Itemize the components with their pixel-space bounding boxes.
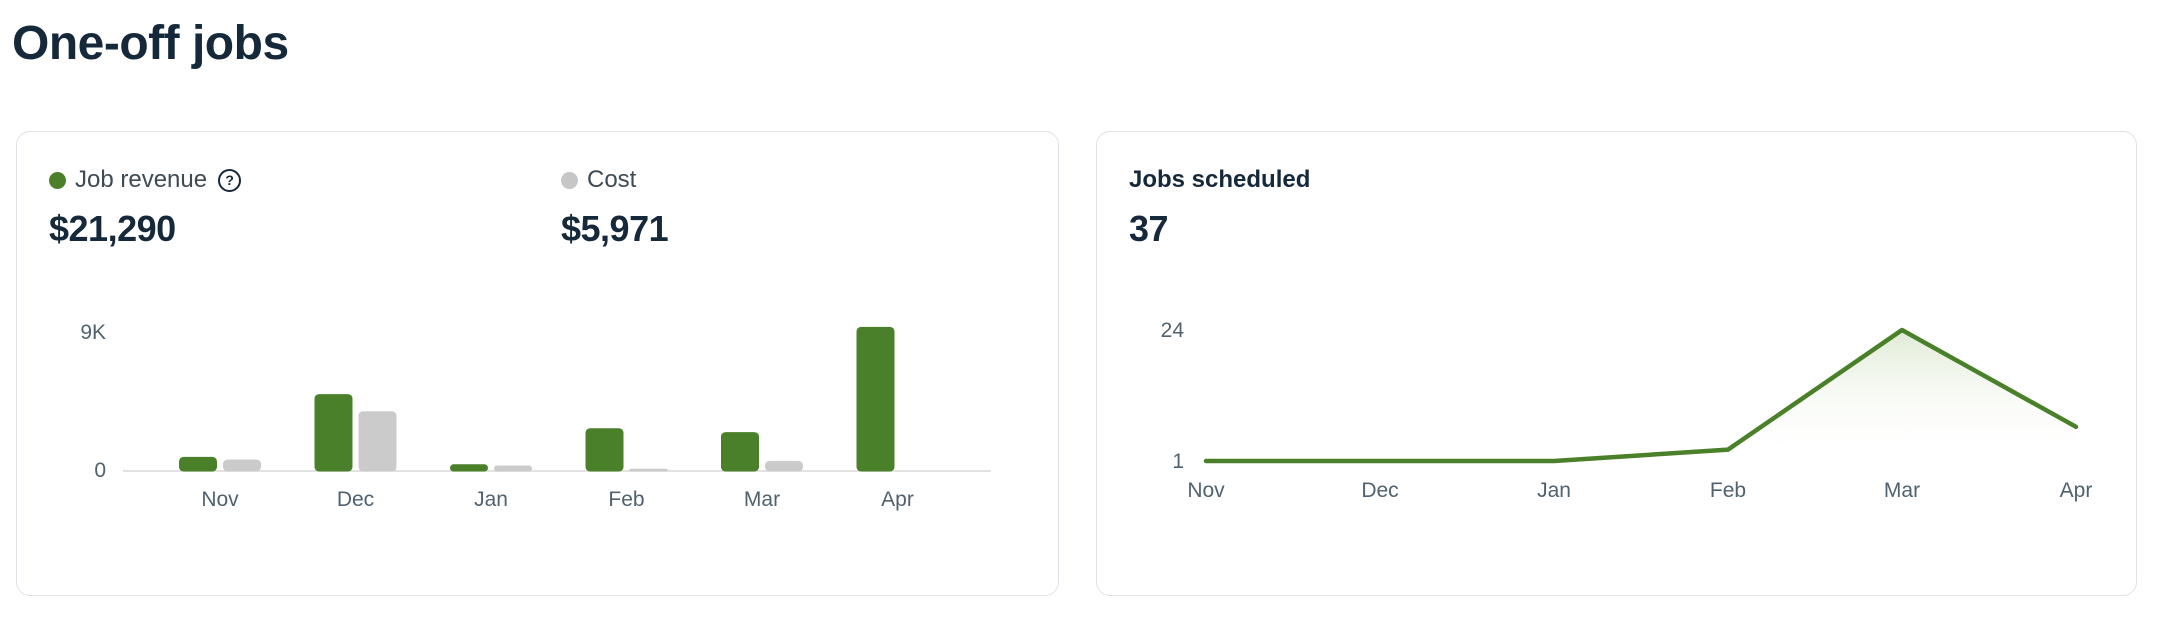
svg-text:Feb: Feb	[608, 488, 644, 511]
cost-value: $5,971	[561, 208, 669, 249]
svg-text:Feb: Feb	[1710, 479, 1746, 502]
help-icon[interactable]: ?	[218, 168, 242, 192]
page-title: One-off jobs	[12, 17, 289, 70]
jobs-scheduled-title: Jobs scheduled	[1129, 166, 1311, 193]
svg-text:24: 24	[1161, 319, 1185, 342]
legend-item-job-revenue: Job revenue ? $21,290	[49, 166, 561, 250]
dashboard-cards: Job revenue ? $21,290 Cost $5,971 0 9K Nov…	[16, 131, 2142, 596]
svg-text:Nov: Nov	[1187, 479, 1225, 502]
svg-text:Jan: Jan	[1537, 479, 1571, 502]
svg-text:0: 0	[94, 459, 106, 482]
jobs-scheduled-line-chart: 1 24 Nov Dec Jan Feb Mar Apr	[1161, 319, 2093, 502]
jobs-scheduled-value: 37	[1129, 208, 1169, 249]
job-revenue-label: Job revenue	[75, 166, 208, 193]
svg-text:Apr: Apr	[881, 488, 914, 511]
svg-text:Dec: Dec	[1361, 479, 1398, 502]
chart-legend: Job revenue ? $21,290 Cost $5,971	[49, 166, 1026, 250]
job-revenue-dot-icon	[49, 171, 66, 189]
question-mark-glyph: ?	[225, 172, 234, 188]
svg-text:Jan: Jan	[474, 488, 508, 511]
revenue-cost-bar-chart: 0 9K Nov Dec Jan Feb Mar Apr	[80, 321, 991, 511]
jobs-scheduled-card: Jobs scheduled 37 1 24 Nov Dec Jan Feb Mar Apr	[1096, 131, 2137, 596]
job-revenue-cost-card: Job revenue ? $21,290 Cost $5,971 0 9K Nov…	[16, 131, 1059, 596]
svg-text:1: 1	[1172, 450, 1184, 473]
svg-text:Apr: Apr	[2060, 479, 2093, 502]
cost-label: Cost	[587, 166, 637, 193]
svg-text:Dec: Dec	[337, 488, 374, 511]
svg-text:Mar: Mar	[1884, 479, 1920, 502]
cost-dot-icon	[561, 171, 578, 189]
job-revenue-value: $21,290	[49, 208, 176, 249]
svg-text:Mar: Mar	[744, 488, 780, 511]
legend-item-cost: Cost $5,971	[561, 166, 669, 250]
svg-text:9K: 9K	[80, 321, 106, 344]
svg-text:Nov: Nov	[201, 488, 239, 511]
